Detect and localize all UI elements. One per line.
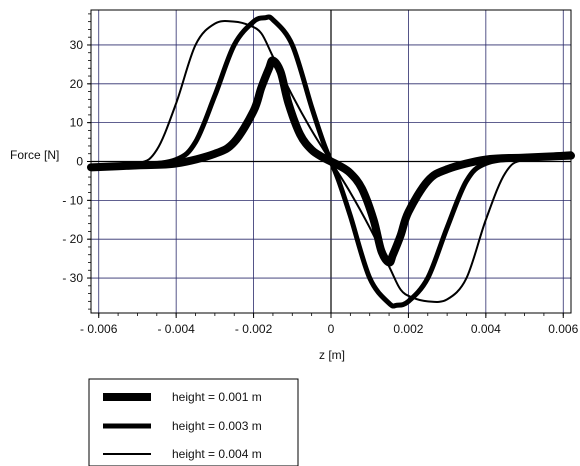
legend-label-0001: height = 0.001 m (172, 390, 262, 404)
x-axis-label: z [m] (319, 348, 345, 362)
x-tick-label: - 0.002 (235, 322, 273, 336)
y-axis-label: Force [N] (10, 148, 59, 162)
x-tick-label: - 0.004 (157, 322, 195, 336)
x-tick-label: 0.002 (393, 322, 423, 336)
series-lines (87, 14, 575, 309)
x-tick-label: 0 (328, 322, 335, 336)
y-tick-label: 30 (70, 38, 84, 52)
tick-labels: - 0.006 - 0.004 - 0.002 0 0.002 0.004 0.006 30 2… (62, 38, 578, 336)
legend: height = 0.001 m height = 0.003 m height… (88, 378, 299, 466)
y-tick-label: 20 (70, 77, 84, 91)
x-tick-label: - 0.006 (80, 322, 118, 336)
legend-label-0004: height = 0.004 m (172, 447, 262, 461)
y-tick-label: 0 (76, 155, 83, 169)
x-tick-label: 0.004 (471, 322, 501, 336)
legend-label-0003: height = 0.003 m (172, 419, 262, 433)
y-tick-label: - 20 (62, 232, 83, 246)
y-tick-label: - 30 (62, 271, 83, 285)
axes (87, 9, 572, 318)
series-line-height-0004 (90, 20, 572, 303)
x-tick-label: 0.006 (548, 322, 578, 336)
y-tick-label: - 10 (62, 193, 83, 207)
y-tick-label: 10 (70, 116, 84, 130)
